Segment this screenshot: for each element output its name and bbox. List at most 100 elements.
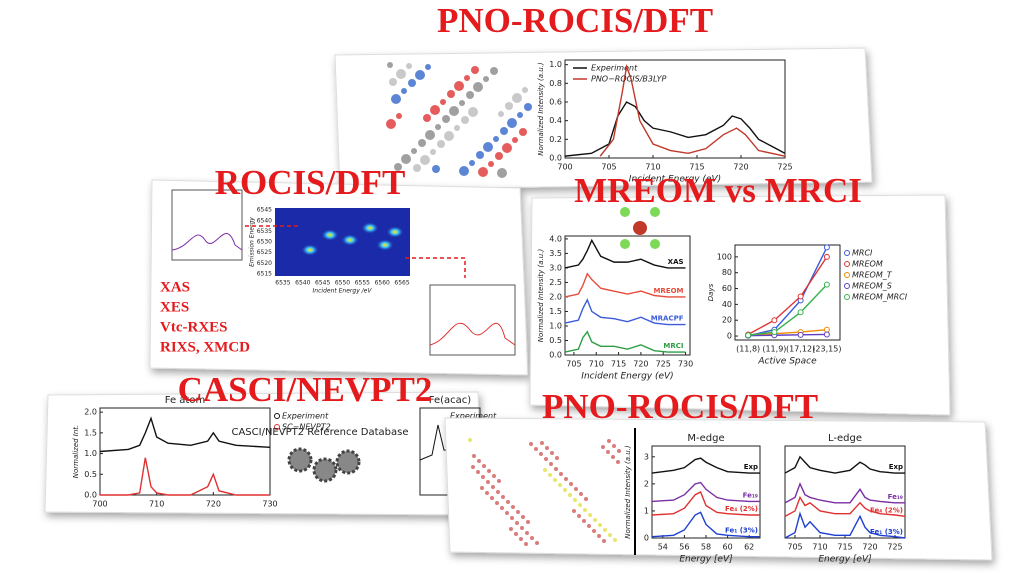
y-axis-label: Normalized Int. (72, 425, 80, 479)
lattice-atom (539, 452, 543, 456)
lattice-atom (526, 520, 530, 524)
x-tick-label: 58 (701, 543, 711, 552)
marker (823, 244, 830, 251)
molecule-atom (633, 221, 647, 235)
x-tick-label: (11,9) (762, 345, 786, 354)
y-tick-label: 1.5 (84, 428, 97, 437)
molecule-atom (495, 152, 503, 160)
y-tick-label: 2 (644, 479, 649, 488)
marker (771, 317, 778, 324)
molecule-atom (440, 99, 446, 105)
mini-curve (429, 322, 516, 346)
y-tick-label: 0.5 (84, 470, 97, 479)
y-tick-label: 0.0 (549, 351, 562, 360)
molecule-atom (512, 137, 518, 143)
lattice-atom (582, 519, 586, 523)
y-tick-label: 1.0 (549, 321, 562, 330)
molecule-atom (454, 81, 464, 91)
x-tick-label: 710 (589, 360, 604, 369)
y-tick-label: 60 (722, 284, 732, 293)
lattice-atom (598, 523, 602, 527)
series-line (748, 333, 827, 337)
series-line (784, 511, 906, 539)
lattice-atom (535, 541, 539, 545)
marker (797, 331, 804, 338)
molecule-atom (469, 160, 475, 166)
y-tick-label: 6530 (257, 239, 272, 246)
molecule-atom (502, 143, 512, 153)
lattice-atom (530, 536, 534, 540)
chart-title: Fe(acac) (429, 395, 472, 406)
main-title: ROCIS/DFT (215, 163, 406, 202)
lattice-atom (496, 490, 500, 494)
y-tick-label: 1.5 (549, 307, 562, 316)
y-tick-label: 6520 (257, 260, 272, 267)
molecule-atom (420, 155, 430, 165)
molecule-atom (387, 62, 393, 68)
marker (797, 309, 804, 316)
molecule-atom (459, 100, 465, 106)
lattice-atom (490, 496, 494, 500)
x-tick-label: 6555 (355, 280, 370, 287)
lattice-atom (587, 524, 591, 528)
series-line (748, 284, 828, 336)
x-tick-label: 710 (645, 163, 660, 172)
series-label: MRCI (663, 342, 683, 350)
y-tick-label: 0.8 (549, 79, 562, 88)
lattice-atom (514, 532, 518, 536)
x-axis-label: Energy [eV] (818, 555, 872, 565)
legend-entry: MREOM_MRCI (852, 293, 908, 302)
molecule-atom (483, 142, 493, 152)
chart-title: M-edge (687, 433, 724, 444)
lattice-atom (534, 447, 538, 451)
lattice-atom (482, 464, 486, 468)
molecule-atom (497, 168, 507, 178)
y-tick-label: 6540 (257, 217, 272, 224)
molecule-atom (411, 148, 417, 154)
molecule-atom (437, 140, 445, 148)
lattice-atom (495, 501, 499, 505)
y-tick-label: 0.2 (549, 135, 562, 144)
series-line (651, 457, 760, 474)
molecule-atom (444, 131, 454, 141)
lattice-atom (579, 492, 583, 496)
mini-plot (171, 189, 243, 261)
gear (312, 457, 338, 483)
mini-plot (429, 284, 516, 356)
lattice-atom (569, 482, 573, 486)
x-tick-label: 6545 (315, 280, 330, 287)
molecule-atom (423, 114, 431, 122)
molecule-atom (519, 128, 527, 136)
series-line (651, 481, 760, 503)
lattice-atom (544, 457, 548, 461)
series-line (747, 247, 828, 337)
method: RIXS, XMCD (160, 339, 250, 355)
molecule-atom (488, 161, 494, 167)
series-label: Fe₁ (3%) (870, 528, 903, 536)
main-title: MREOM vs MRCI (574, 171, 862, 210)
legend-entry: Experiment (282, 412, 329, 421)
x-tick-label: 715 (689, 163, 704, 172)
lattice-atom (593, 518, 597, 522)
molecule-atom (413, 164, 421, 172)
x-tick-label: 6550 (335, 280, 350, 287)
lattice-atom (481, 475, 485, 479)
lattice-atom (491, 485, 495, 489)
molecule-atom (476, 151, 484, 159)
arrow (245, 225, 466, 278)
molecule-atom (447, 90, 455, 98)
molecule-atom (500, 127, 508, 135)
y-axis-label: Emission Energy (249, 217, 256, 267)
molecule-atom (490, 67, 498, 75)
series-line (784, 482, 905, 504)
x-tick-label: 730 (262, 500, 277, 509)
series-label: Fe₄ (2%) (870, 506, 903, 514)
lattice-atom (529, 442, 533, 446)
legend-entry: MRCI (852, 249, 873, 258)
series-line (564, 272, 686, 298)
y-tick-label: 6515 (257, 270, 272, 277)
panel (44, 391, 483, 516)
molecule-atom (401, 88, 407, 94)
heatmap-spot (321, 229, 339, 241)
molecule-atom (461, 116, 469, 124)
